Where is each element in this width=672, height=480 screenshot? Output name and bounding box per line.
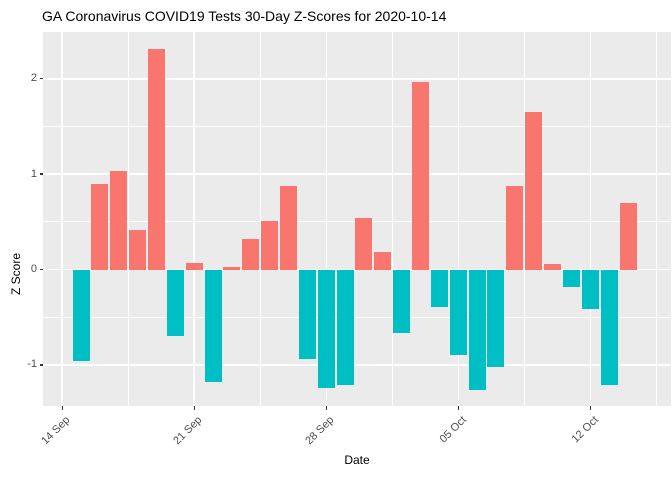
chart-title: GA Coronavirus COVID19 Tests 30-Day Z-Sc…: [42, 8, 447, 24]
bar-07-oct: [487, 269, 505, 367]
x-tick-label: 28 Sep: [303, 414, 337, 448]
bar-23-sep: [223, 266, 241, 270]
bar-12-oct: [581, 269, 599, 309]
x-axis-tick: [457, 406, 459, 410]
x-major-gridline: [457, 32, 460, 406]
bar-08-oct: [506, 185, 524, 270]
bar-21-sep: [185, 262, 203, 270]
bar-29-sep: [336, 269, 354, 385]
y-tick-label: -1: [27, 358, 37, 371]
y-axis-title-text: Z Score: [9, 252, 23, 296]
y-major-gridline: [43, 268, 671, 271]
y-axis-tick: [39, 364, 43, 366]
x-major-gridline: [193, 32, 195, 406]
bar-03-oct: [412, 81, 430, 270]
x-major-gridline: [61, 32, 63, 406]
x-major-gridline: [325, 32, 327, 406]
bar-04-oct: [430, 269, 448, 307]
x-minor-gridline: [655, 32, 657, 406]
bar-27-sep: [298, 269, 316, 360]
x-minor-gridline: [127, 32, 129, 406]
bar-14-oct: [619, 202, 637, 270]
y-major-gridline: [43, 78, 671, 80]
bar-17-sep: [110, 171, 128, 270]
bar-16-sep: [91, 183, 109, 270]
x-axis-tick: [325, 406, 327, 410]
x-axis-tick: [193, 406, 195, 410]
x-axis-tick: [61, 406, 63, 410]
x-axis-tick: [589, 406, 591, 410]
x-tick-label: 21 Sep: [171, 414, 205, 448]
plot-panel: [43, 32, 671, 406]
x-minor-gridline: [523, 32, 525, 406]
y-major-gridline: [43, 173, 671, 175]
bar-11-oct: [562, 269, 580, 287]
x-minor-gridline: [259, 32, 261, 406]
bar-05-oct: [449, 269, 467, 356]
x-axis-title: Date: [344, 453, 370, 467]
y-tick-label: 0: [30, 263, 37, 276]
bar-06-oct: [468, 269, 486, 390]
bar-02-oct: [393, 269, 411, 334]
y-major-gridline: [43, 364, 671, 366]
bar-15-sep: [72, 269, 90, 362]
bar-22-sep: [204, 269, 222, 383]
bar-13-oct: [600, 269, 618, 385]
x-tick-label: 14 Sep: [39, 414, 73, 448]
bar-10-oct: [544, 263, 562, 270]
bar-19-sep: [148, 49, 166, 270]
y-axis-tick: [39, 78, 43, 80]
bar-30-sep: [355, 218, 373, 270]
bar-01-oct: [374, 252, 392, 270]
y-tick-label: 1: [30, 167, 37, 180]
bar-26-sep: [280, 185, 298, 270]
bar-28-sep: [317, 269, 335, 388]
y-axis-tick: [39, 173, 43, 175]
bar-24-sep: [242, 239, 260, 270]
bar-18-sep: [129, 230, 147, 270]
x-tick-label: 12 Oct: [569, 414, 601, 446]
x-tick-label: 05 Oct: [437, 414, 469, 446]
y-axis-tick: [39, 268, 43, 271]
bar-25-sep: [261, 220, 279, 270]
bar-09-oct: [525, 112, 543, 270]
y-minor-gridline: [43, 126, 671, 127]
x-major-gridline: [589, 32, 592, 406]
y-tick-label: 2: [30, 72, 37, 85]
bar-20-sep: [166, 269, 184, 337]
y-minor-gridline: [43, 316, 671, 318]
x-minor-gridline: [391, 32, 393, 406]
